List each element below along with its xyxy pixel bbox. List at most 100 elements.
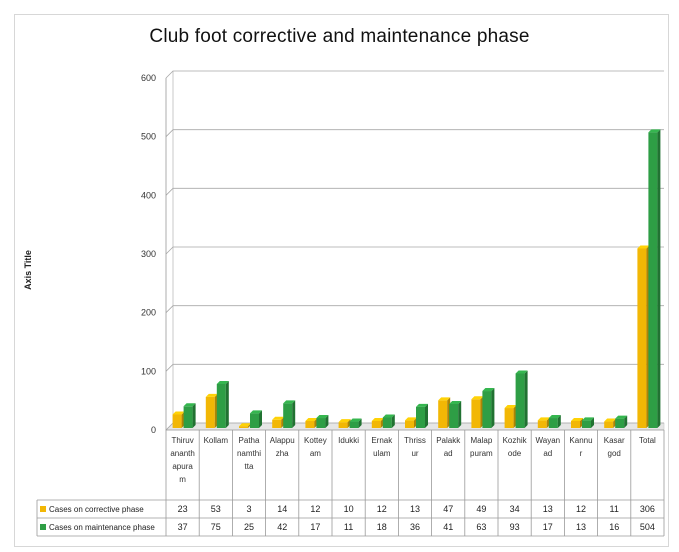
- bar-top: [438, 397, 451, 401]
- bar-face: [305, 420, 315, 428]
- table-value-cell: 3: [246, 504, 251, 514]
- gridline: [165, 246, 664, 255]
- legend-label: Cases on corrective phase: [49, 505, 144, 514]
- bar-maintenance-6: [382, 414, 395, 428]
- bar-face: [316, 418, 326, 428]
- table-value-cell: 41: [443, 522, 453, 532]
- table-value-cell: 504: [640, 522, 655, 532]
- bar-face: [272, 419, 282, 428]
- bar-maintenance-7: [416, 403, 428, 428]
- bar-face: [250, 413, 259, 428]
- x-category-label: Total: [639, 436, 656, 445]
- bar-side: [391, 414, 395, 428]
- bar-side: [557, 415, 561, 428]
- bar-top: [615, 415, 628, 419]
- chart-frame: [14, 14, 669, 547]
- bar-corrective-14: [637, 245, 650, 428]
- bar-maintenance-2: [250, 410, 262, 428]
- table-value-cell: 36: [410, 522, 420, 532]
- bar-corrective-3: [272, 416, 285, 428]
- table-value-cell: 12: [576, 504, 586, 514]
- bar-top: [183, 403, 196, 407]
- table-value-cell: 306: [640, 504, 655, 514]
- bar-top: [582, 417, 594, 421]
- table-value-cell: 11: [344, 522, 353, 532]
- gridline: [165, 363, 664, 372]
- bar-top: [172, 411, 185, 415]
- bar-face: [216, 384, 226, 428]
- legend-key-corrective: [40, 506, 46, 512]
- bar-maintenance-14: [648, 129, 661, 428]
- bar-face: [471, 399, 481, 428]
- x-category-label: god: [608, 449, 621, 458]
- x-category-label: apura: [172, 462, 193, 471]
- bar-top: [239, 423, 251, 427]
- bar-side: [325, 415, 329, 428]
- bar-maintenance-1: [216, 381, 229, 428]
- bar-side: [192, 403, 196, 428]
- gridline: [165, 70, 664, 79]
- bar-maintenance-11: [548, 415, 561, 428]
- x-category-label: tta: [245, 462, 254, 471]
- bar-corrective-7: [405, 417, 417, 428]
- bar-top: [648, 129, 661, 133]
- bar-face: [183, 406, 193, 428]
- table-value-cell: 17: [543, 522, 553, 532]
- table-value-cell: 53: [211, 504, 221, 514]
- y-tick-label: 300: [141, 249, 156, 259]
- bar-side: [358, 418, 362, 428]
- bar-face: [504, 408, 514, 428]
- x-category-label: ur: [411, 449, 418, 458]
- bar-maintenance-4: [316, 415, 329, 428]
- bar-side: [491, 388, 495, 428]
- x-category-label: Thriss: [404, 436, 426, 445]
- x-category-label: Wayan: [535, 436, 560, 445]
- x-category-label: r: [580, 449, 583, 458]
- table-value-cell: 13: [576, 522, 586, 532]
- bar-side: [624, 415, 628, 428]
- gridline: [165, 129, 664, 137]
- x-category-label: Kottey: [304, 436, 327, 445]
- bar-face: [548, 418, 558, 428]
- table-value-cell: 14: [277, 504, 287, 514]
- bar-top: [405, 417, 417, 421]
- bar-top: [449, 400, 462, 404]
- bar-top: [515, 370, 528, 374]
- bar-corrective-5: [338, 419, 351, 428]
- bar-top: [338, 419, 351, 423]
- bar-top: [548, 415, 561, 419]
- bar-top: [216, 381, 229, 384]
- table-value-cell: 75: [211, 522, 221, 532]
- y-tick-label: 0: [151, 425, 156, 435]
- table-value-cell: 13: [543, 504, 553, 514]
- bar-top: [482, 388, 495, 392]
- bar-face: [382, 417, 392, 428]
- bar-maintenance-12: [582, 417, 594, 428]
- bar-top: [316, 415, 329, 419]
- bar-top: [504, 405, 517, 409]
- bar-corrective-11: [537, 417, 550, 428]
- gridline: [165, 187, 664, 196]
- bar-face: [349, 421, 359, 428]
- bar-top: [604, 418, 617, 422]
- legend-key-maintenance: [40, 524, 46, 530]
- bar-side: [591, 417, 594, 428]
- x-category-label: Alappu: [270, 436, 295, 445]
- y-tick-label: 200: [141, 308, 156, 318]
- bar-corrective-6: [371, 417, 384, 428]
- bar-side: [259, 410, 262, 428]
- table-value-cell: 16: [609, 522, 619, 532]
- bar-face: [582, 420, 591, 428]
- x-category-label: ulam: [373, 449, 391, 458]
- table-value-cell: 23: [178, 504, 188, 514]
- bar-top: [205, 393, 218, 397]
- table-value-cell: 12: [310, 504, 320, 514]
- table-value-cell: 18: [377, 522, 387, 532]
- y-tick-label: 500: [141, 132, 156, 142]
- table-value-cell: 37: [178, 522, 188, 532]
- bar-face: [438, 400, 448, 428]
- bar-maintenance-0: [183, 403, 196, 428]
- bar-corrective-12: [571, 417, 583, 428]
- table-value-cell: 34: [510, 504, 520, 514]
